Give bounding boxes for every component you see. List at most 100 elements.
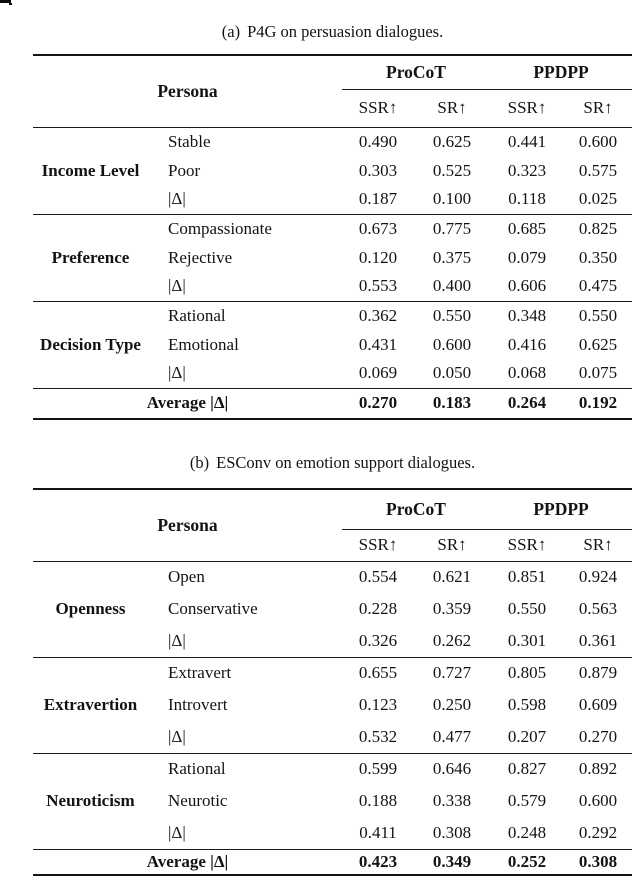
cell-value: 0.600	[578, 131, 618, 151]
row-label-delta: |Δ|	[168, 817, 342, 850]
table-row-delta: |Δ| 0.069 0.050 0.068 0.075	[33, 359, 633, 389]
caption-b-label: (b)	[189, 453, 210, 472]
table-a-caption: (a) P4G on persuasion dialogues.	[33, 20, 632, 44]
average-value: 0.183	[432, 393, 472, 413]
cell-value: 0.685	[507, 218, 547, 238]
table-a-header-row-metrics: SSR↑ SR↑ SSR↑ SR↑	[33, 89, 633, 128]
row-label: Emotional	[168, 334, 239, 354]
row-label: Introvert	[168, 695, 228, 715]
row-label: Compassionate	[168, 218, 272, 238]
table-row: Rejective 0.120 0.375 0.079 0.350	[33, 243, 632, 272]
metric-header-ssr: SSR↑	[342, 89, 414, 128]
cell-value: 0.579	[507, 791, 547, 811]
cell-value: 0.825	[578, 218, 618, 238]
cell-value: 0.879	[578, 663, 618, 683]
table-row: Extravertion Extravert 0.655 0.727 0.805…	[33, 657, 632, 754]
cell-value: 0.851	[507, 567, 547, 587]
cell-value: 0.188	[358, 791, 398, 811]
cell-value: 0.598	[507, 695, 547, 715]
row-label: Rational	[168, 305, 226, 325]
cell-value: 0.673	[358, 218, 398, 238]
average-value: 0.270	[358, 393, 398, 413]
table-a-header-row-groups: Persona ProCoT PPDPP	[33, 55, 633, 128]
cell-value: 0.599	[358, 759, 398, 779]
cell-value: 0.554	[358, 567, 398, 587]
cell-value: 0.477	[414, 721, 491, 754]
cell-value: 0.550	[432, 305, 472, 325]
cell-value: 0.350	[578, 247, 618, 267]
cell-value: 0.308	[414, 817, 491, 850]
cell-value: 0.248	[490, 817, 565, 850]
cell-value: 0.207	[490, 721, 565, 754]
page-corner-artifact	[0, 0, 12, 5]
cell-value: 0.550	[507, 599, 547, 619]
cell-value: 0.050	[414, 359, 491, 389]
cell-value: 0.187	[342, 185, 414, 215]
cell-value: 0.532	[342, 721, 414, 754]
table-b-header-row-groups: Persona ProCoT PPDPP	[33, 489, 633, 562]
column-group-ppdpp: PPDPP	[490, 489, 633, 530]
cell-value: 0.609	[578, 695, 618, 715]
table-b-emotion-support: Persona ProCoT PPDPP SSR↑ SR↑ SSR↑ SR↑ O…	[33, 488, 633, 876]
cell-value: 0.655	[358, 663, 398, 683]
cell-value: 0.600	[432, 334, 472, 354]
cell-value: 0.575	[578, 160, 618, 180]
row-label: Rejective	[168, 247, 233, 267]
cell-value: 0.228	[358, 599, 398, 619]
table-row: Introvert 0.123 0.250 0.598 0.609	[33, 689, 632, 721]
table-row-delta: |Δ| 0.553 0.400 0.606 0.475	[33, 272, 633, 302]
average-row: Average |Δ| 0.270 0.183 0.264 0.192	[33, 388, 632, 419]
cell-value: 0.361	[564, 625, 633, 658]
cell-value: 0.441	[507, 131, 547, 151]
cell-value: 0.400	[414, 272, 491, 302]
cell-value: 0.411	[342, 817, 414, 850]
cell-value: 0.123	[358, 695, 398, 715]
cell-value: 0.075	[564, 359, 633, 389]
cell-value: 0.359	[432, 599, 472, 619]
cell-value: 0.600	[578, 791, 618, 811]
average-value: 0.192	[578, 393, 618, 413]
group-label-extravertion: Extravertion	[33, 657, 168, 754]
metric-header-sr: SR↑	[414, 89, 491, 128]
average-row: Average |Δ| 0.423 0.349 0.252 0.308	[33, 849, 632, 875]
cell-value: 0.079	[507, 247, 547, 267]
column-group-procot: ProCoT	[342, 489, 491, 530]
group-label-income-level: Income Level	[33, 127, 168, 215]
table-row-delta: |Δ| 0.326 0.262 0.301 0.361	[33, 625, 633, 658]
average-label: Average |Δ|	[146, 851, 229, 871]
cell-value: 0.118	[490, 185, 565, 215]
row-label-delta: |Δ|	[168, 359, 342, 389]
row-label: Conservative	[168, 599, 258, 619]
metric-header-sr: SR↑	[564, 89, 633, 128]
cell-value: 0.805	[507, 663, 547, 683]
caption-a-label: (a)	[221, 22, 241, 41]
row-label: Open	[168, 567, 205, 587]
row-label-delta: |Δ|	[168, 185, 342, 215]
cell-value: 0.301	[490, 625, 565, 658]
cell-value: 0.416	[507, 334, 547, 354]
cell-value: 0.924	[578, 567, 618, 587]
average-value: 0.423	[358, 851, 398, 871]
cell-value: 0.303	[358, 160, 398, 180]
row-label: Neurotic	[168, 791, 228, 811]
table-row: Neurotic 0.188 0.338 0.579 0.600	[33, 785, 632, 817]
cell-value: 0.068	[490, 359, 565, 389]
cell-value: 0.348	[507, 305, 547, 325]
cell-value: 0.550	[578, 305, 618, 325]
cell-value: 0.625	[578, 334, 618, 354]
metric-header-sr: SR↑	[564, 529, 633, 562]
table-row: Emotional 0.431 0.600 0.416 0.625	[33, 330, 632, 359]
caption-a-text: P4G on persuasion dialogues.	[247, 22, 444, 41]
row-label: Rational	[168, 759, 226, 779]
average-value: 0.308	[578, 851, 618, 871]
row-label-delta: |Δ|	[168, 625, 342, 658]
cell-value: 0.892	[578, 759, 618, 779]
table-row-delta: |Δ| 0.187 0.100 0.118 0.025	[33, 185, 633, 215]
row-label-delta: |Δ|	[168, 721, 342, 754]
cell-value: 0.553	[342, 272, 414, 302]
cell-value: 0.338	[432, 791, 472, 811]
group-label-neuroticism: Neuroticism	[33, 753, 168, 850]
cell-value: 0.362	[358, 305, 398, 325]
table-b-caption: (b) ESConv on emotion support dialogues.	[33, 451, 632, 475]
